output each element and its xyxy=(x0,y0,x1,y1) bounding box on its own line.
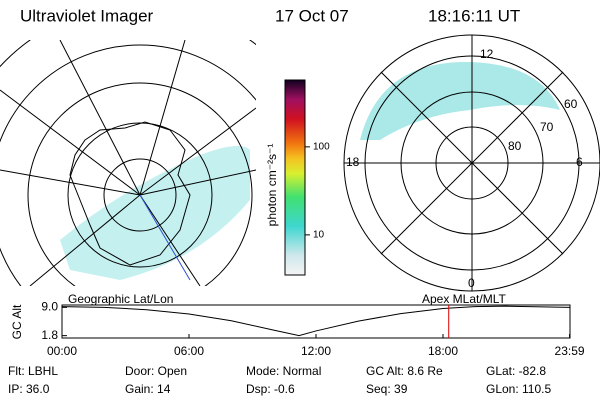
magnetic-polar xyxy=(343,34,600,292)
lat-label: 70 xyxy=(540,120,554,134)
y-tick-label: 9.0 xyxy=(41,300,58,314)
field: GLon: 110.5 xyxy=(486,382,551,396)
x-tick-label: 06:00 xyxy=(174,344,204,358)
mlt-label: 12 xyxy=(480,47,494,61)
footer: Flt: LBHL Door: Open Mode: Normal GC Alt… xyxy=(8,364,551,396)
colorbar xyxy=(284,79,306,276)
date: 17 Oct 07 xyxy=(275,6,349,25)
field: Mode: Normal xyxy=(246,364,321,378)
colorbar-tick-label: 100 xyxy=(313,142,330,153)
instrument: Ultraviolet Imager xyxy=(20,6,154,25)
x-tick-label: 18:00 xyxy=(428,344,458,358)
time: 18:16:11 UT xyxy=(428,6,520,25)
mlt-label: 18 xyxy=(346,155,360,169)
field: Door: Open xyxy=(125,364,187,378)
x-tick-label: 12:00 xyxy=(301,344,331,358)
altitude-line xyxy=(61,305,571,337)
colorbar-tick-label: 10 xyxy=(313,230,325,241)
lat-label: 60 xyxy=(564,97,578,111)
field: GC Alt: 8.6 Re xyxy=(366,364,443,378)
field: Dsp: -0.6 xyxy=(246,382,295,396)
field: IP: 36.0 xyxy=(8,382,50,396)
x-tick-label: 23:59 xyxy=(555,344,585,358)
colorbar-label: photon cm⁻²s⁻¹ xyxy=(265,144,279,227)
y-tick-label: 1.8 xyxy=(41,328,58,342)
lat-label: 80 xyxy=(508,139,522,153)
altitude-frame xyxy=(61,304,571,339)
field: Flt: LBHL xyxy=(8,364,58,378)
left-label: Geographic Lat/Lon xyxy=(68,292,173,306)
mlt-label: 0 xyxy=(468,276,475,290)
x-tick-label: 00:00 xyxy=(47,344,77,358)
mlt-label: 6 xyxy=(576,155,583,169)
right-label: Apex MLat/MLT xyxy=(422,292,506,306)
geographic-map xyxy=(0,40,256,286)
field: Seq: 39 xyxy=(366,382,408,396)
field: Gain: 14 xyxy=(125,382,171,396)
altitude-ylabel: GC Alt xyxy=(10,304,24,339)
field: GLat: -82.8 xyxy=(486,364,546,378)
